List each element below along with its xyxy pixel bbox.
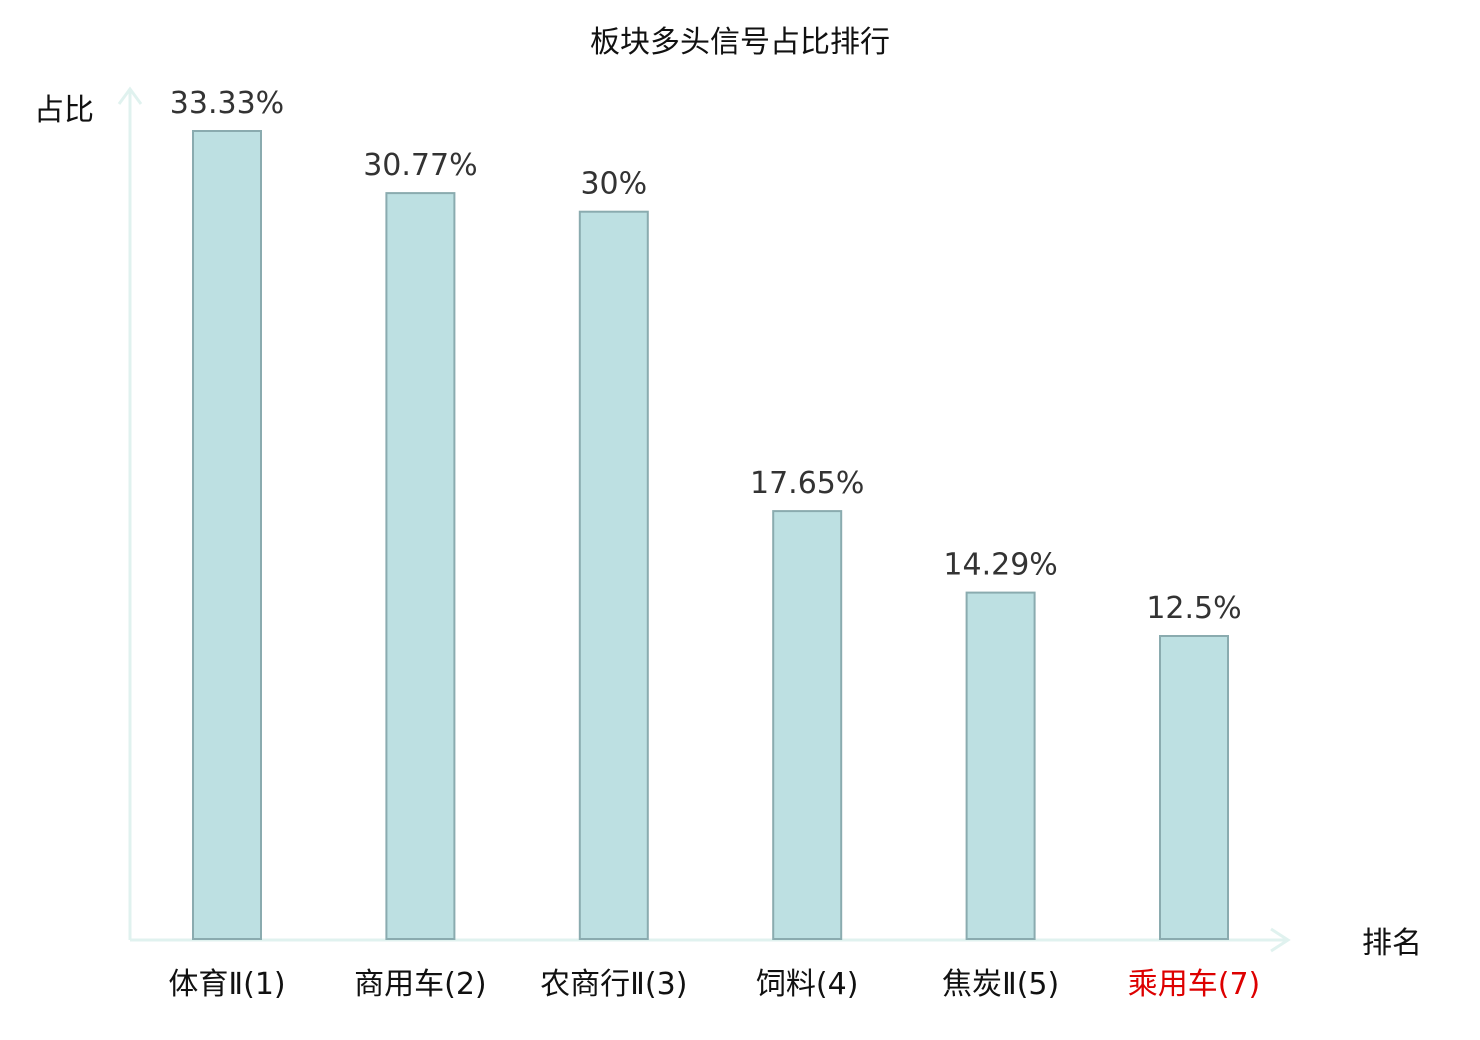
value-label-1: 33.33% [170, 86, 284, 121]
x-axis-label: 排名 [1362, 926, 1422, 961]
category-label-2: 商用车(2) [354, 967, 487, 1002]
category-label-4: 饲料(4) [756, 967, 859, 1002]
bars [192, 130, 1229, 941]
value-label-6: 12.5% [1146, 591, 1241, 626]
value-label-5: 14.29% [943, 548, 1057, 583]
chart-title: 板块多头信号占比排行 [590, 25, 890, 60]
y-axis-label: 占比 [34, 93, 94, 128]
category-label-5: 焦炭Ⅱ(5) [942, 967, 1059, 1002]
x-axis-arrow-icon [1270, 927, 1291, 953]
y-axis-arrow-icon [117, 86, 143, 105]
category-label-6: 乘用车(7) [1128, 967, 1261, 1002]
category-label-3: 农商行Ⅱ(3) [540, 967, 687, 1002]
value-label-3: 30% [580, 167, 647, 202]
bar-3 [578, 210, 649, 940]
category-labels: 体育Ⅱ(1) 商用车(2) 农商行Ⅱ(3) 饲料(4) 焦炭Ⅱ(5) 乘用车(7) [168, 967, 1260, 1002]
bar-4 [772, 510, 843, 940]
axes [117, 86, 1291, 953]
bar-2 [385, 192, 456, 941]
bar-5 [965, 591, 1036, 940]
bar-6 [1159, 635, 1229, 940]
value-labels: 33.33% 30.77% 30% 17.65% 14.29% 12.5% [170, 86, 1242, 626]
bar-1 [192, 130, 262, 940]
value-label-2: 30.77% [363, 148, 477, 183]
value-label-4: 17.65% [750, 466, 864, 501]
category-label-1: 体育Ⅱ(1) [168, 967, 285, 1002]
